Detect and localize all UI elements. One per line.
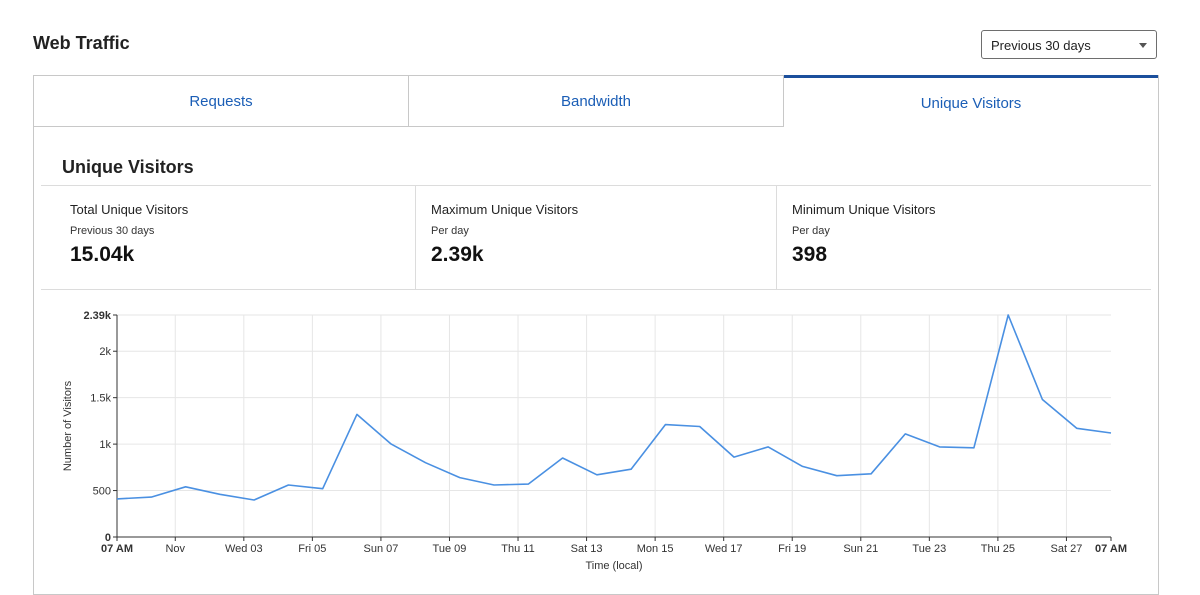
y-tick-label: 2k [99, 346, 111, 358]
y-tick-label: 500 [93, 486, 111, 498]
y-tick-label: 1.5k [90, 393, 111, 405]
x-tick-label: Tue 23 [912, 543, 946, 555]
x-tick-label: Nov [165, 543, 185, 555]
y-tick-label: 1k [99, 439, 111, 451]
x-tick-label: Fri 19 [778, 543, 806, 555]
x-tick-label: 07 AM [1095, 543, 1127, 555]
x-axis-title: Time (local) [585, 560, 642, 572]
x-tick-label: Fri 05 [298, 543, 326, 555]
x-tick-label: Mon 15 [637, 543, 674, 555]
x-tick-label: Sat 13 [571, 543, 603, 555]
y-axis-title: Number of Visitors [62, 380, 74, 471]
x-tick-label: Wed 03 [225, 543, 263, 555]
x-tick-label: Sun 07 [363, 543, 398, 555]
x-tick-label: Thu 25 [981, 543, 1015, 555]
x-tick-label: Sun 21 [843, 543, 878, 555]
y-tick-label: 2.39k [83, 310, 111, 322]
x-tick-label: Wed 17 [705, 543, 743, 555]
x-tick-label: 07 AM [101, 543, 133, 555]
x-tick-label: Thu 11 [501, 543, 534, 555]
series-line [117, 315, 1111, 500]
x-tick-label: Tue 09 [433, 543, 467, 555]
x-tick-label: Sat 27 [1051, 543, 1083, 555]
